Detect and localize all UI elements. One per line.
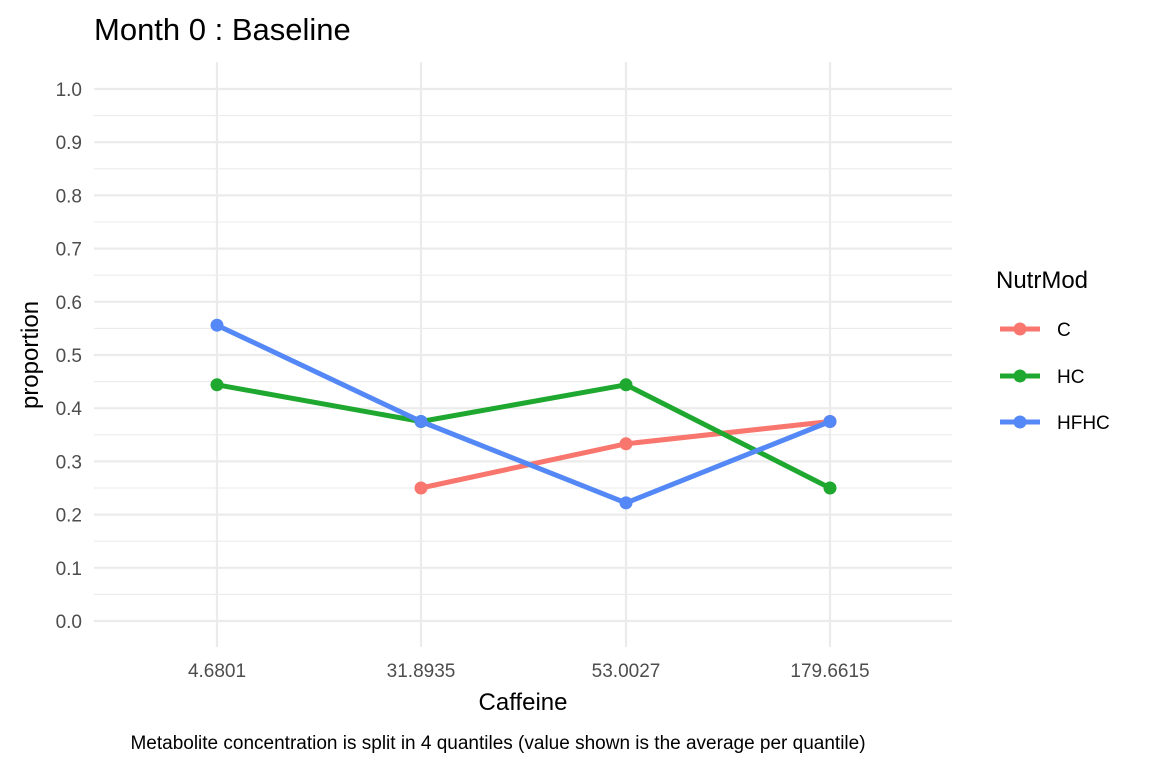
x-axis-ticks: 4.6801 31.8935 53.0027 179.6615 [188, 661, 870, 682]
chart-title: Month 0 : Baseline [94, 12, 351, 47]
y-tick-label: 0.7 [56, 240, 82, 261]
x-axis-title: Caffeine [479, 689, 568, 716]
legend-key-point [1013, 322, 1027, 336]
legend-key-point [1013, 415, 1027, 429]
series-hc [210, 378, 837, 495]
legend-title: NutrMod [996, 267, 1088, 294]
y-axis-title: proportion [17, 301, 44, 409]
legend-label: HC [1057, 367, 1084, 388]
series-line [216, 382, 832, 491]
data-point [619, 496, 633, 510]
y-tick-label: 0.4 [56, 399, 83, 420]
series-layer [210, 318, 837, 510]
data-point [210, 378, 224, 392]
x-tick-label: 179.6615 [790, 661, 869, 682]
data-point [823, 415, 837, 428]
data-point [823, 481, 837, 495]
grid [94, 62, 952, 647]
y-tick-label: 1.0 [56, 80, 82, 101]
legend-label: C [1057, 320, 1071, 341]
y-axis-ticks: 0.0 0.1 0.2 0.3 0.4 0.5 0.6 0.7 0.8 0.9 1.0 [56, 80, 83, 633]
x-tick-label: 53.0027 [592, 661, 661, 682]
y-tick-label: 0.3 [56, 452, 82, 473]
y-tick-label: 0.0 [56, 612, 82, 633]
y-tick-label: 0.5 [56, 346, 82, 367]
y-tick-label: 0.2 [56, 506, 82, 527]
x-tick-label: 4.6801 [188, 661, 246, 682]
series-line [215, 322, 831, 506]
legend: NutrMod C HC HFHC [996, 267, 1110, 434]
y-tick-label: 0.9 [56, 133, 82, 154]
legend-label: HFHC [1057, 413, 1110, 434]
data-point [619, 437, 633, 451]
data-point [414, 415, 428, 428]
legend-item-c: C [1000, 320, 1071, 341]
series-hfhc [210, 318, 837, 510]
y-tick-label: 0.8 [56, 186, 82, 207]
data-point [210, 318, 224, 332]
chart-caption: Metabolite concentration is split in 4 q… [130, 733, 865, 754]
y-tick-label: 0.6 [56, 293, 82, 314]
data-point [414, 481, 428, 495]
data-point [619, 378, 633, 392]
legend-item-hfhc: HFHC [1000, 413, 1110, 434]
legend-item-hc: HC [1000, 367, 1084, 388]
y-tick-label: 0.1 [56, 559, 82, 580]
legend-key-point [1013, 369, 1027, 383]
x-tick-label: 31.8935 [387, 661, 456, 682]
